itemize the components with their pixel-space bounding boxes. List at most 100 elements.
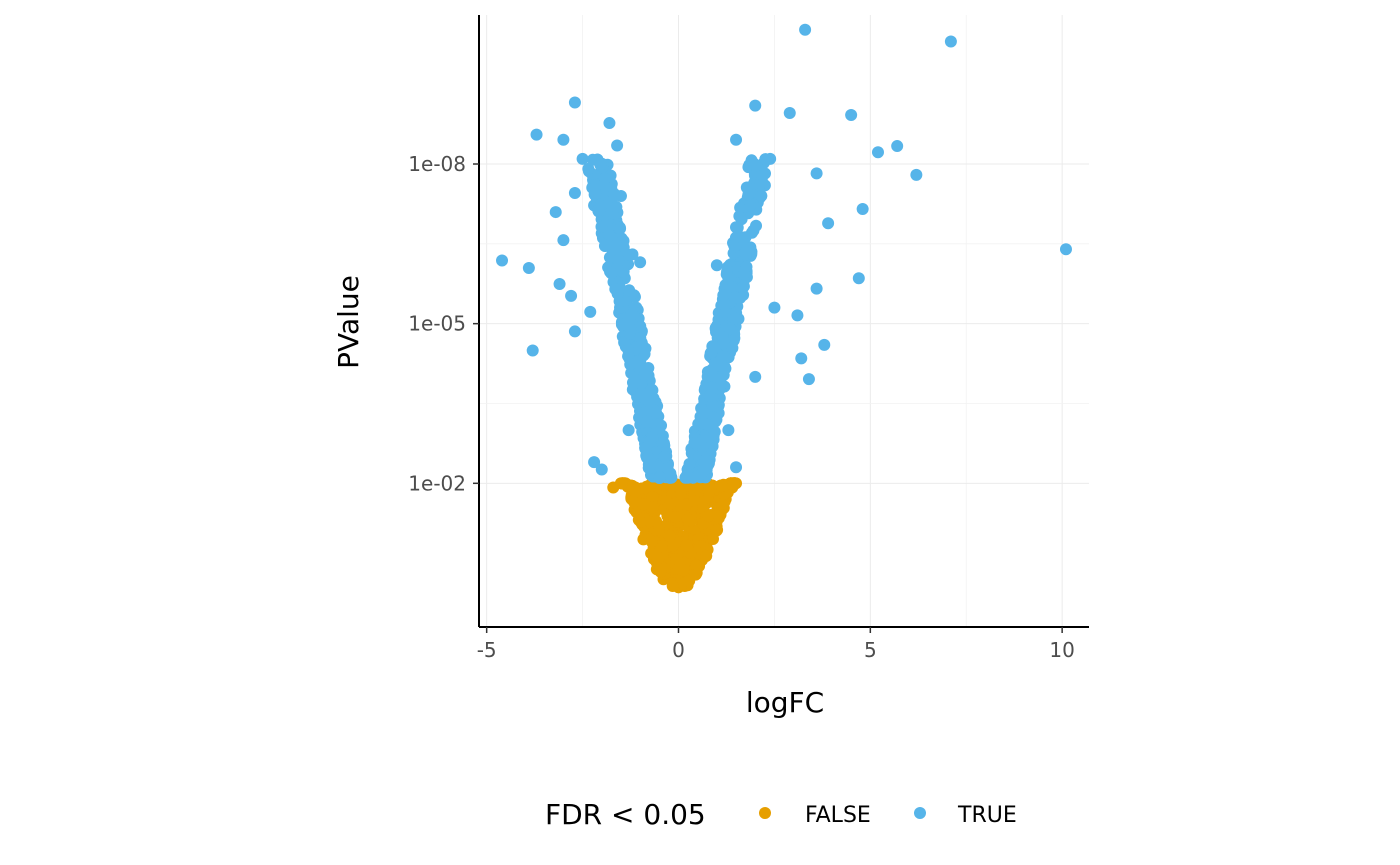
point-true [739, 247, 752, 260]
point-false [643, 515, 656, 528]
x-axis-title: logFC [746, 686, 824, 719]
x-tick-label: -5 [477, 638, 497, 662]
point-false [634, 515, 647, 528]
x-tick-label: 0 [672, 638, 685, 662]
point-true [638, 369, 651, 382]
point-true [755, 190, 768, 203]
point-false [655, 539, 668, 552]
point-true [568, 325, 581, 338]
point-false [645, 535, 658, 548]
point-true [737, 280, 750, 293]
tick-labels: -5 0 5 10 1e-08 1e-05 1e-02 [408, 152, 1075, 662]
point-true [614, 222, 627, 235]
point-true [622, 424, 635, 437]
point-false [629, 485, 642, 498]
x-tick-label: 10 [1049, 638, 1074, 662]
point-true [728, 312, 741, 325]
point-true [718, 298, 731, 311]
point-true [810, 282, 823, 295]
point-true [710, 413, 723, 426]
point-true [818, 338, 831, 351]
point-true [708, 341, 721, 354]
point-true [565, 289, 578, 302]
point-true [726, 342, 739, 355]
point-true [653, 471, 666, 484]
legend-key-false [759, 807, 771, 819]
point-true [605, 267, 618, 280]
point-true [944, 35, 957, 48]
point-true [749, 370, 762, 383]
point-true [611, 287, 624, 300]
point-true [557, 234, 570, 247]
point-true [728, 291, 741, 304]
point-true [634, 320, 647, 333]
point-true [642, 394, 655, 407]
point-true [624, 358, 637, 371]
point-true [715, 377, 728, 390]
point-true [722, 272, 735, 285]
point-true [595, 220, 608, 233]
legend-label-true: TRUE [957, 803, 1017, 828]
point-true [689, 436, 702, 449]
point-false [670, 553, 683, 566]
point-true [706, 399, 719, 412]
series-true-points [496, 23, 1072, 484]
point-true [584, 305, 597, 318]
point-true [628, 372, 641, 385]
point-true [699, 454, 712, 467]
point-true [610, 201, 623, 214]
point-true [799, 23, 812, 36]
point-true [735, 231, 748, 244]
point-false [628, 496, 641, 509]
point-false [680, 539, 693, 552]
point-true [522, 262, 535, 275]
point-true [590, 179, 603, 192]
point-true [1059, 243, 1072, 256]
point-false [727, 477, 740, 490]
point-false [688, 494, 701, 507]
point-true [611, 139, 624, 152]
point-false [700, 549, 713, 562]
point-true [643, 436, 656, 449]
point-false [646, 491, 659, 504]
point-true [642, 451, 655, 464]
point-true [749, 99, 762, 112]
point-false [652, 523, 665, 536]
point-true [722, 424, 735, 437]
x-tick-label: 5 [864, 638, 877, 662]
point-true [891, 140, 904, 153]
point-true [768, 301, 781, 314]
grid [479, 15, 1089, 627]
point-true [871, 146, 884, 159]
point-true [594, 158, 607, 171]
point-false [664, 497, 677, 510]
point-false [702, 509, 715, 522]
point-true [795, 352, 808, 365]
point-true [595, 463, 608, 476]
point-false [717, 497, 730, 510]
point-true [783, 106, 796, 119]
point-true [526, 344, 539, 357]
y-tick-label: 1e-05 [408, 312, 466, 336]
point-false [674, 487, 687, 500]
point-true [496, 254, 509, 267]
point-true [845, 109, 858, 122]
y-tick-label: 1e-02 [408, 471, 466, 495]
point-true [810, 167, 823, 180]
point-true [740, 181, 753, 194]
point-true [856, 202, 869, 215]
point-false [710, 509, 723, 522]
point-false [640, 480, 653, 493]
point-true [750, 219, 763, 232]
point-true [624, 310, 637, 323]
point-true [737, 267, 750, 280]
point-true [530, 128, 543, 141]
point-true [822, 217, 835, 230]
point-true [582, 162, 595, 175]
y-tick-label: 1e-08 [408, 152, 466, 176]
point-false [682, 513, 695, 526]
legend-label-false: FALSE [805, 803, 871, 828]
point-true [701, 418, 714, 431]
point-true [852, 272, 865, 285]
point-true [638, 347, 651, 360]
